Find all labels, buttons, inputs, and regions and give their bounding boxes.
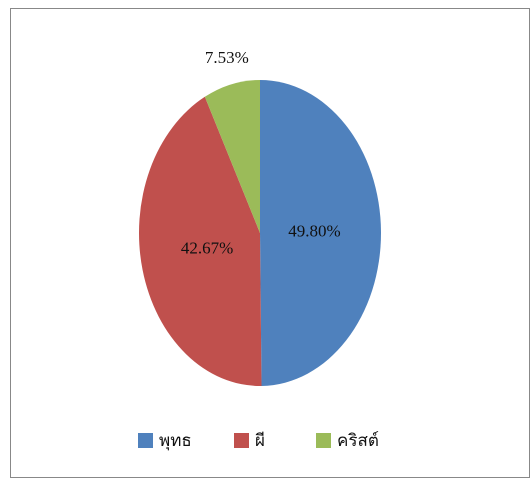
legend-label: ผี bbox=[255, 431, 265, 450]
pie-slice bbox=[204, 80, 260, 233]
pie-slice bbox=[139, 96, 262, 386]
data-label: 49.80% bbox=[288, 221, 340, 240]
data-label: 7.53% bbox=[205, 48, 249, 67]
pie-slice bbox=[260, 80, 382, 386]
legend-swatch bbox=[316, 433, 331, 448]
legend-label: คริสต์ bbox=[337, 431, 379, 450]
legend-swatch bbox=[234, 433, 249, 448]
data-label: 42.67% bbox=[181, 238, 233, 257]
legend-label: พุทธ bbox=[159, 431, 192, 451]
legend-swatch bbox=[138, 433, 153, 448]
